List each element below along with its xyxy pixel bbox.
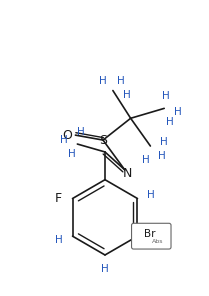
Text: H: H bbox=[160, 137, 168, 147]
Text: H: H bbox=[174, 107, 182, 117]
Text: Br: Br bbox=[144, 229, 155, 239]
Text: H: H bbox=[68, 149, 75, 159]
Text: H: H bbox=[55, 235, 62, 245]
Text: H: H bbox=[158, 151, 166, 161]
FancyBboxPatch shape bbox=[131, 223, 171, 249]
Text: H: H bbox=[166, 117, 174, 127]
Text: H: H bbox=[99, 76, 107, 86]
Text: H: H bbox=[101, 264, 109, 274]
Text: H: H bbox=[162, 91, 170, 102]
Text: H: H bbox=[147, 189, 155, 200]
Text: H: H bbox=[60, 135, 68, 145]
Text: H: H bbox=[117, 76, 125, 86]
Text: Abs: Abs bbox=[152, 239, 164, 244]
Text: N: N bbox=[123, 167, 132, 180]
Text: H: H bbox=[78, 127, 85, 137]
Text: S: S bbox=[99, 133, 107, 147]
Text: H: H bbox=[141, 155, 149, 165]
Text: H: H bbox=[123, 89, 131, 99]
Text: O: O bbox=[62, 129, 73, 141]
Text: F: F bbox=[55, 192, 62, 205]
